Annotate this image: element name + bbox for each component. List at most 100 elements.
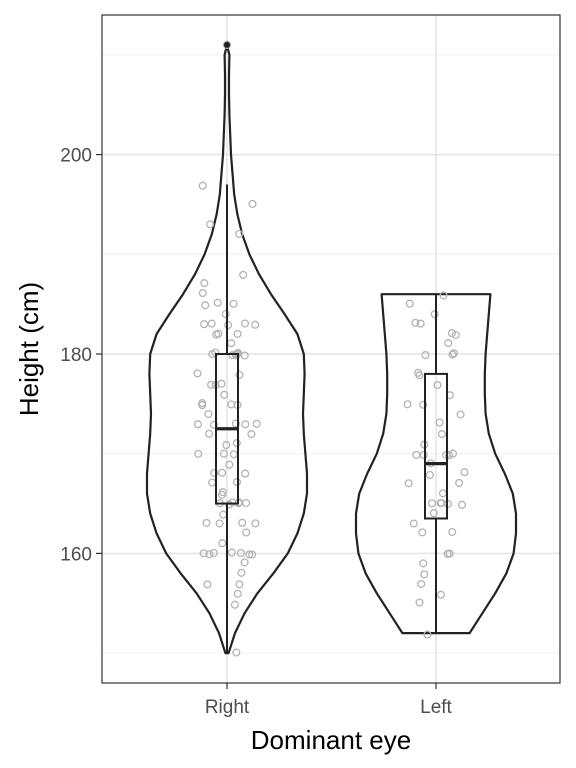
data-point <box>242 528 251 537</box>
data-point <box>455 478 464 487</box>
data-point <box>200 279 209 288</box>
data-point <box>411 318 420 327</box>
data-point <box>194 449 203 458</box>
data-point <box>225 460 234 469</box>
data-point <box>456 410 465 419</box>
data-point <box>404 479 413 488</box>
data-point <box>429 509 438 518</box>
data-point <box>230 600 239 609</box>
data-point <box>435 418 444 427</box>
data-point <box>245 550 254 559</box>
data-point <box>208 478 217 487</box>
data-point <box>204 409 213 419</box>
outlier-point <box>222 40 232 50</box>
data-point <box>240 558 249 567</box>
x-axis: Right Left <box>205 683 453 718</box>
data-point <box>206 220 215 229</box>
data-point <box>415 371 424 380</box>
data-point <box>221 309 230 319</box>
data-point <box>209 420 219 429</box>
data-point <box>198 399 207 408</box>
data-point <box>448 527 457 537</box>
data-point <box>415 598 424 607</box>
data-point <box>421 351 430 360</box>
data-point <box>237 568 246 577</box>
x-tick-label: Right <box>205 697 250 718</box>
points-layer <box>193 181 469 657</box>
data-point <box>443 549 452 558</box>
y-tick-label: 180 <box>60 345 92 366</box>
data-point <box>222 441 231 450</box>
data-point <box>433 381 442 390</box>
data-point <box>425 470 434 479</box>
data-point <box>242 498 251 508</box>
data-point <box>202 518 211 527</box>
data-point <box>436 590 445 599</box>
y-tick-label: 200 <box>60 146 92 167</box>
data-point <box>430 310 439 319</box>
data-point <box>208 350 217 359</box>
data-point <box>251 519 260 528</box>
data-point <box>248 199 257 208</box>
data-point <box>444 339 453 348</box>
data-point <box>409 519 418 528</box>
data-point <box>427 499 437 508</box>
data-point <box>239 270 248 279</box>
data-point <box>233 589 242 598</box>
data-point <box>227 548 236 557</box>
data-point <box>420 570 429 579</box>
data-point <box>235 580 244 589</box>
data-point <box>219 449 228 458</box>
data-point <box>209 548 218 558</box>
data-point <box>403 400 412 409</box>
data-point <box>193 369 202 378</box>
data-point <box>227 400 236 409</box>
data-point <box>438 489 447 498</box>
data-point <box>219 510 228 519</box>
data-point <box>218 468 227 477</box>
data-point <box>238 518 247 527</box>
data-point <box>235 370 244 379</box>
data-point <box>405 299 414 308</box>
data-point <box>437 498 446 508</box>
violin-left <box>354 293 518 635</box>
data-point <box>214 329 223 338</box>
data-point <box>447 329 456 338</box>
x-axis-title: Dominant eye <box>251 725 411 755</box>
data-point <box>448 449 458 458</box>
data-point <box>419 400 428 409</box>
data-point <box>193 420 202 429</box>
data-point <box>416 319 425 328</box>
data-point <box>207 319 216 328</box>
data-point <box>217 379 226 388</box>
data-point <box>227 339 236 348</box>
data-point <box>248 550 257 559</box>
data-point <box>236 548 245 558</box>
data-point <box>252 419 261 428</box>
data-point <box>247 430 256 439</box>
data-point <box>218 539 227 548</box>
data-point <box>210 468 219 478</box>
data-point <box>445 451 454 460</box>
data-point <box>229 299 238 308</box>
data-point <box>423 630 432 639</box>
y-axis-title: Height (cm) <box>14 282 44 416</box>
data-point <box>207 380 216 389</box>
data-point <box>437 430 446 439</box>
data-point <box>205 550 214 559</box>
data-point <box>198 181 207 190</box>
data-point <box>220 390 229 399</box>
panel-border <box>101 14 561 684</box>
data-point <box>201 301 210 310</box>
data-point <box>448 350 457 359</box>
data-point <box>240 351 249 360</box>
data-point <box>460 468 469 477</box>
data-point <box>412 450 421 459</box>
data-point <box>251 320 260 329</box>
data-point <box>200 320 209 329</box>
data-point <box>418 528 427 537</box>
data-point <box>233 329 242 338</box>
data-point <box>241 420 250 429</box>
data-point <box>198 289 207 298</box>
